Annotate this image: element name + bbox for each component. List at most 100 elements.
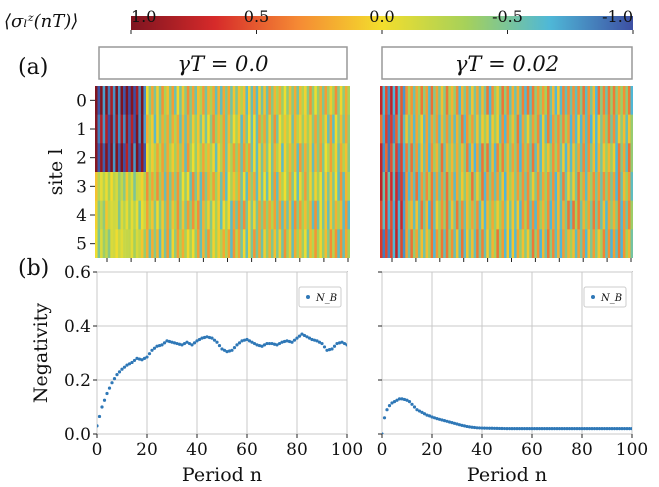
data-point xyxy=(212,338,217,342)
heatmap-cell xyxy=(176,229,180,258)
heatmap-cell xyxy=(423,114,426,144)
heatmap-cell xyxy=(110,229,114,258)
heatmap-cell xyxy=(450,86,454,115)
site-tick-label: 2 xyxy=(76,149,87,169)
heatmap-cell xyxy=(453,229,457,258)
heatmap-cell xyxy=(549,86,553,115)
heatmap-cell xyxy=(546,143,550,173)
heatmap-cell xyxy=(501,200,505,230)
data-point xyxy=(507,427,512,431)
data-point xyxy=(272,342,277,346)
heatmap-cell xyxy=(281,229,284,258)
heatmap-cell xyxy=(133,114,137,144)
heatmap-cell xyxy=(605,86,608,115)
heatmap-cell xyxy=(296,114,300,144)
data-point xyxy=(277,341,282,346)
heatmap-cell xyxy=(191,229,195,258)
heatmap-cell xyxy=(161,143,165,173)
data-point xyxy=(255,343,259,347)
heatmap-cell xyxy=(161,114,165,144)
heatmap-cell xyxy=(529,86,533,115)
heatmap-cell xyxy=(242,143,246,173)
heatmap-cell xyxy=(95,114,98,144)
heatmap-cell xyxy=(450,114,454,144)
heatmap-cell xyxy=(488,229,492,258)
heatmap-cell xyxy=(587,229,591,258)
heatmap-cell xyxy=(597,229,601,258)
heatmap-cell xyxy=(130,200,134,230)
heatmap-cell xyxy=(600,114,603,144)
heatmap-cell xyxy=(316,200,320,230)
heatmap-cell xyxy=(407,172,411,201)
heatmap-cell xyxy=(123,229,126,258)
data-point xyxy=(445,419,449,423)
data-point xyxy=(397,397,402,401)
heatmap-cell xyxy=(498,172,502,201)
heatmap-cell xyxy=(194,200,198,230)
heatmap-cell xyxy=(112,143,116,173)
heatmap-cell xyxy=(288,200,292,230)
heatmap-cell xyxy=(189,143,193,173)
heatmap-cell xyxy=(385,114,388,144)
heatmap-cell xyxy=(450,229,454,258)
data-point xyxy=(555,427,559,431)
heatmap-cell xyxy=(296,143,300,173)
heatmap-cell xyxy=(395,200,399,230)
heatmap-cell xyxy=(387,114,391,144)
heatmap-cell xyxy=(158,229,162,258)
heatmap-cell xyxy=(248,143,251,173)
data-point xyxy=(245,337,249,342)
heatmap-cell xyxy=(412,200,416,230)
heatmap-cell xyxy=(163,86,167,115)
heatmap-cell xyxy=(468,114,472,144)
heatmap-cell xyxy=(417,86,421,115)
heatmap-cell xyxy=(299,229,302,258)
heatmap-cell xyxy=(337,172,341,201)
heatmap-cell xyxy=(526,172,530,201)
heatmap-cell xyxy=(617,114,621,144)
heatmap-cell xyxy=(622,229,626,258)
heatmap-cell xyxy=(466,86,469,115)
heatmap-cell xyxy=(270,229,274,258)
heatmap-cell xyxy=(407,114,411,144)
heatmap-cell xyxy=(270,143,274,173)
heatmap-cell xyxy=(100,229,103,258)
heatmap-cell xyxy=(554,114,558,144)
data-point xyxy=(410,402,414,406)
colorbar xyxy=(131,16,633,30)
data-point xyxy=(192,341,197,345)
heatmap-cell xyxy=(212,229,216,258)
heatmap-cell xyxy=(483,143,487,173)
colorbar-tick-label: -1.0 xyxy=(602,7,633,26)
heatmap-cell xyxy=(501,172,505,201)
heatmap-cell xyxy=(329,86,333,115)
heatmap-cell xyxy=(219,172,223,201)
heatmap-cell xyxy=(117,172,121,201)
heatmap-cell xyxy=(572,143,576,173)
heatmap-cell xyxy=(405,172,409,201)
heatmap-cell xyxy=(296,86,300,115)
heatmap-cell xyxy=(448,114,452,144)
heatmap-cell xyxy=(554,172,558,201)
heatmap-cell xyxy=(595,229,598,258)
heatmap-cell xyxy=(199,200,203,230)
heatmap-cell xyxy=(217,86,221,115)
heatmap-cell xyxy=(115,86,119,115)
x-tick-label: 60 xyxy=(521,440,543,460)
heatmap-cell xyxy=(385,172,388,201)
legend-label-right: N_B xyxy=(600,293,622,304)
panel-label-a: (a) xyxy=(18,55,48,80)
heatmap-cell xyxy=(536,200,540,230)
heatmap-cell xyxy=(168,172,172,201)
heatmap-cell xyxy=(496,229,500,258)
heatmap-cell xyxy=(516,229,520,258)
heatmap-cell xyxy=(143,86,147,115)
heatmap-cell xyxy=(230,229,233,258)
heatmap-cell xyxy=(189,172,193,201)
heatmap-cell xyxy=(630,172,633,201)
heatmap-cell xyxy=(344,143,348,173)
heatmap-cell xyxy=(110,172,114,201)
heatmap-cell xyxy=(562,229,565,258)
heatmap-cell xyxy=(146,114,149,144)
heatmap-cell xyxy=(314,172,318,201)
